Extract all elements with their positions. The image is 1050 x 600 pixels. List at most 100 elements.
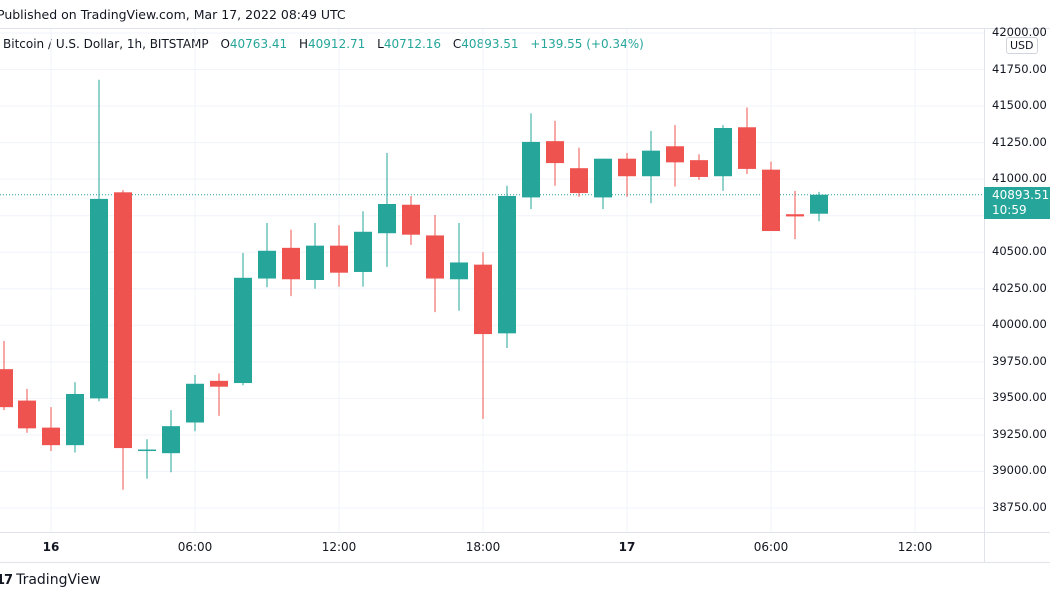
candle-body <box>546 141 564 164</box>
candle-body <box>114 192 132 449</box>
candle-bearish[interactable] <box>330 225 348 287</box>
time-tick-label: 06:00 <box>753 540 789 554</box>
time-axis-divider <box>0 532 1050 533</box>
candle-body <box>450 262 468 280</box>
candle-bearish[interactable] <box>210 373 228 416</box>
price-tick-label: 39000.00 <box>992 463 1047 478</box>
candle-body <box>90 198 108 399</box>
change-value: +139.55 (+0.34%) <box>530 37 644 51</box>
candle-bullish[interactable] <box>306 223 324 289</box>
candle-body <box>282 247 300 280</box>
candle-bullish[interactable] <box>378 152 396 267</box>
candle-bullish[interactable] <box>810 191 828 222</box>
open-label: O <box>220 37 230 51</box>
candle-bearish[interactable] <box>738 107 756 175</box>
time-tick-label: 16 <box>42 540 60 554</box>
candle-body <box>378 204 396 234</box>
candle-bullish[interactable] <box>138 439 156 479</box>
price-tick-label: 40500.00 <box>992 244 1047 259</box>
candle-body <box>0 369 13 408</box>
currency-badge[interactable]: USD <box>1006 37 1038 54</box>
price-tick-label: 39250.00 <box>992 426 1047 441</box>
header-divider <box>0 28 1050 29</box>
candle-bearish[interactable] <box>402 195 420 245</box>
candle-bearish[interactable] <box>114 190 132 490</box>
close-value: 40893.51 <box>461 37 519 51</box>
candle-body <box>810 194 828 214</box>
open-value: 40763.41 <box>229 37 288 51</box>
candle-bearish[interactable] <box>546 120 564 186</box>
candle-bullish[interactable] <box>642 130 660 204</box>
bar-countdown: 10:59 <box>992 203 1027 217</box>
candle-bearish[interactable] <box>786 190 804 240</box>
candle-body <box>258 250 276 279</box>
low-label: L <box>377 37 384 51</box>
candle-bearish[interactable] <box>762 161 780 232</box>
price-tick-label: 39500.00 <box>992 390 1047 405</box>
candle-bullish[interactable] <box>594 158 612 210</box>
candle-bullish[interactable] <box>450 223 468 311</box>
candle-bearish[interactable] <box>474 252 492 419</box>
symbol-title: Bitcoin / U.S. Dollar, 1h, BITSTAMP <box>3 37 209 51</box>
candle-bearish[interactable] <box>618 152 636 197</box>
candle-body <box>186 383 204 423</box>
price-tick-label: 42000.00 <box>992 25 1047 39</box>
candle-body <box>18 400 36 429</box>
candle-body <box>666 146 684 163</box>
time-tick-label: 17 <box>618 540 636 554</box>
time-tick-label: 06:00 <box>177 540 213 554</box>
candle-bullish[interactable] <box>498 185 516 348</box>
candle-bullish[interactable] <box>354 211 372 287</box>
candle-bearish[interactable] <box>0 340 13 411</box>
candle-body <box>354 231 372 272</box>
time-tick-label: 18:00 <box>465 540 501 554</box>
candle-body <box>210 380 228 387</box>
candle-bullish[interactable] <box>186 375 204 432</box>
candle-bearish[interactable] <box>690 154 708 180</box>
candle-bearish[interactable] <box>426 214 444 313</box>
candlestick-chart[interactable] <box>0 29 984 532</box>
brand-name: TradingView <box>16 572 101 588</box>
candle-body <box>234 277 252 384</box>
candle-body <box>714 128 732 177</box>
price-axis-border <box>984 29 985 562</box>
candle-body <box>474 264 492 335</box>
candle-bullish[interactable] <box>66 382 84 453</box>
candle-bullish[interactable] <box>522 113 540 210</box>
published-caption: Published on TradingView.com, Mar 17, 20… <box>0 7 346 22</box>
price-tick-label: 40000.00 <box>992 317 1047 332</box>
candle-bullish[interactable] <box>258 223 276 288</box>
close-label: C <box>452 37 462 51</box>
candle-bearish[interactable] <box>570 147 588 197</box>
high-label: H <box>299 37 309 51</box>
candle-body <box>162 426 180 454</box>
candle-body <box>618 158 636 177</box>
candle-body <box>738 127 756 169</box>
candle-bullish[interactable] <box>714 125 732 191</box>
last-price-tag: 40893.51 10:59 <box>984 187 1050 219</box>
candle-bearish[interactable] <box>666 125 684 187</box>
candle-body <box>498 195 516 334</box>
candle-bearish[interactable] <box>282 229 300 297</box>
price-tick-label: 41000.00 <box>992 171 1047 186</box>
candle-body <box>330 245 348 273</box>
candle-body <box>786 214 804 217</box>
candle-body <box>594 158 612 198</box>
candle-bearish[interactable] <box>42 407 60 451</box>
candle-bullish[interactable] <box>162 410 180 473</box>
candle-body <box>402 204 420 235</box>
symbol-legend: Bitcoin / U.S. Dollar, 1h, BITSTAMP O407… <box>3 37 644 51</box>
candle-body <box>42 427 60 446</box>
price-tick-label: 41250.00 <box>992 134 1047 149</box>
candle-bullish[interactable] <box>234 252 252 386</box>
candle-bullish[interactable] <box>90 79 108 402</box>
candle-body <box>66 394 84 446</box>
candle-body <box>570 168 588 194</box>
high-value: 40912.71 <box>308 37 366 51</box>
candle-bearish[interactable] <box>18 388 36 433</box>
tradingview-brand[interactable]: 17 TradingView <box>0 572 101 588</box>
time-tick-label: 12:00 <box>321 540 357 554</box>
candle-body <box>426 235 444 279</box>
last-price-value: 40893.51 <box>992 188 1050 202</box>
tradingview-logo-icon: 17 <box>0 572 13 588</box>
